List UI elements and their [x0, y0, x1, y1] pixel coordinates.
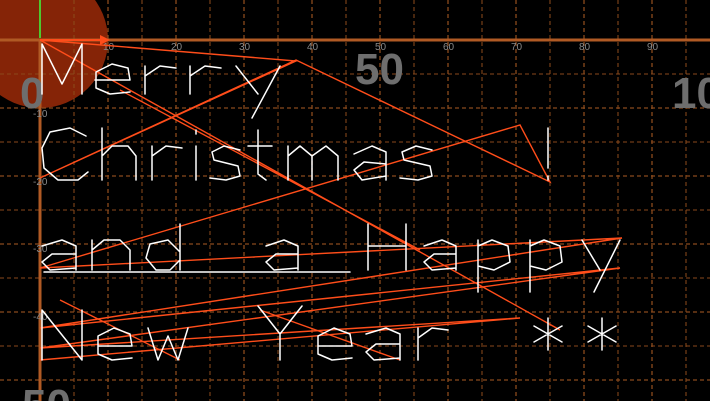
- turtle-text-drawing: [41, 43, 621, 361]
- line-4-text: New Year **: [40, 347, 123, 364]
- x-tick-40: 40: [307, 42, 319, 53]
- x-tick-labels: 10 20 30 40 50 60 70 80 90: [103, 42, 659, 53]
- y-tick-minus-30: -30: [33, 244, 48, 255]
- pen-travel-path: [39, 39, 623, 361]
- big-label-50: 50: [355, 45, 404, 94]
- big-label-y-50: 50: [22, 381, 71, 401]
- word-merry-strokes: [41, 43, 281, 119]
- x-tick-50: 50: [375, 42, 387, 53]
- x-tick-80: 80: [579, 42, 591, 53]
- x-tick-30: 30: [239, 42, 251, 53]
- word-new-year-strokes: [41, 305, 617, 361]
- x-tick-70: 70: [511, 42, 523, 53]
- x-tick-20: 20: [171, 42, 183, 53]
- big-label-100: 10: [672, 69, 710, 118]
- y-tick-minus-20: -20: [33, 177, 48, 188]
- x-tick-10: 10: [103, 42, 115, 53]
- x-tick-90: 90: [647, 42, 659, 53]
- word-christmas-strokes: [41, 127, 549, 181]
- y-tick-minus-40: -40: [33, 312, 48, 323]
- pen-path-diagonal: [39, 39, 561, 361]
- x-tick-60: 60: [443, 42, 455, 53]
- line-3-text: and a Happy: [40, 257, 121, 274]
- big-label-origin: 0: [20, 69, 44, 118]
- line-1-text: Merry: [40, 77, 80, 94]
- word-and-a-happy-strokes: [41, 223, 621, 293]
- line-2-text: Christmas!: [40, 167, 110, 184]
- turtle-origin-disc: [0, 0, 108, 108]
- y-tick-minus-10: -10: [33, 109, 48, 120]
- y-tick-labels: -10 -20 -30 -40: [33, 109, 48, 323]
- turtle-arrow-icon: [100, 35, 110, 45]
